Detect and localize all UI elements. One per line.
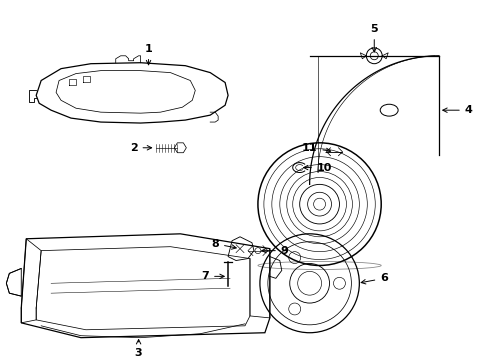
- Text: 9: 9: [261, 246, 288, 256]
- Text: 5: 5: [370, 24, 377, 52]
- Text: 3: 3: [135, 339, 142, 357]
- Text: 2: 2: [129, 143, 151, 153]
- Text: 4: 4: [442, 105, 472, 115]
- Text: 6: 6: [361, 273, 387, 284]
- Text: 7: 7: [201, 271, 224, 282]
- Text: 10: 10: [303, 163, 331, 172]
- Text: 8: 8: [211, 239, 236, 249]
- Text: 1: 1: [144, 44, 152, 65]
- Text: 11: 11: [301, 143, 330, 153]
